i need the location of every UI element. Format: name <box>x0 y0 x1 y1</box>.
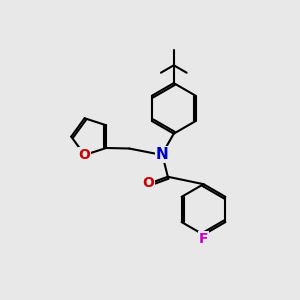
Text: O: O <box>79 148 91 162</box>
Text: O: O <box>142 176 154 190</box>
Text: F: F <box>199 232 208 246</box>
Text: N: N <box>155 147 168 162</box>
